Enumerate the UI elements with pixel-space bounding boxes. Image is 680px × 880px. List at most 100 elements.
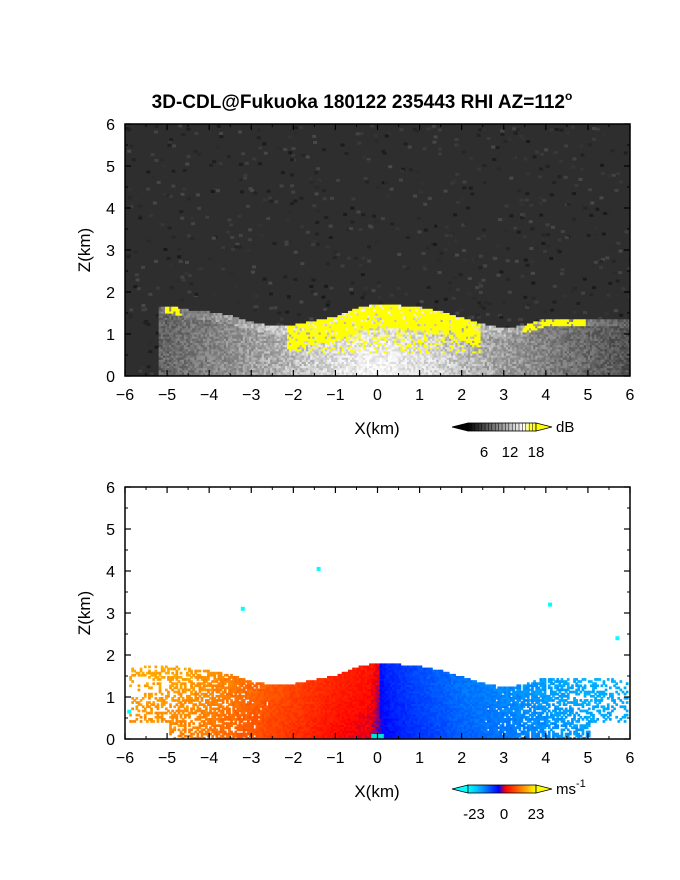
backscatter-cell bbox=[339, 352, 343, 356]
backscatter-cell bbox=[333, 331, 336, 335]
backscatter-cell bbox=[261, 329, 265, 333]
noise-cell bbox=[421, 265, 426, 268]
backscatter-cell bbox=[312, 369, 315, 373]
backscatter-cell bbox=[404, 357, 408, 360]
noise-cell bbox=[565, 200, 570, 204]
backscatter-cell bbox=[160, 371, 164, 375]
backscatter-cell bbox=[242, 373, 246, 376]
backscatter-cell bbox=[316, 357, 320, 360]
backscatter-cell bbox=[388, 373, 391, 376]
backscatter-cell bbox=[209, 367, 212, 371]
backscatter-cell bbox=[396, 340, 400, 343]
backscatter-cell bbox=[415, 319, 419, 322]
backscatter-cell bbox=[360, 348, 364, 352]
backscatter-cell bbox=[442, 369, 446, 373]
backscatter-cell bbox=[259, 329, 263, 333]
backscatter-cell bbox=[190, 355, 193, 358]
backscatter-cell bbox=[183, 313, 187, 316]
backscatter-cell bbox=[379, 369, 383, 373]
backscatter-cell bbox=[219, 365, 223, 369]
backscatter-cell bbox=[303, 348, 307, 352]
backscatter-cell bbox=[202, 315, 206, 318]
backscatter-cell bbox=[194, 323, 198, 327]
backscatter-cell bbox=[411, 357, 414, 360]
backscatter-cell bbox=[377, 361, 381, 364]
backscatter-cell bbox=[369, 327, 372, 331]
backscatter-cell bbox=[348, 325, 351, 329]
noise-cell bbox=[178, 260, 183, 263]
backscatter-cell bbox=[364, 331, 368, 335]
backscatter-cell bbox=[390, 342, 393, 346]
backscatter-cell bbox=[200, 317, 204, 320]
noise-cell bbox=[512, 127, 517, 131]
backscatter-cell bbox=[295, 346, 299, 350]
backscatter-cell bbox=[356, 336, 360, 339]
backscatter-cell bbox=[388, 352, 391, 356]
backscatter-cell bbox=[215, 336, 219, 339]
backscatter-cell bbox=[316, 336, 320, 339]
noise-cell bbox=[128, 315, 133, 319]
backscatter-cell bbox=[360, 313, 364, 316]
noise-cell bbox=[333, 250, 338, 254]
backscatter-cell bbox=[270, 365, 273, 369]
backscatter-cell bbox=[404, 340, 408, 343]
backscatter-cell bbox=[377, 355, 381, 358]
noise-cell bbox=[427, 189, 432, 193]
backscatter-cell bbox=[175, 331, 179, 335]
backscatter-cell bbox=[339, 361, 343, 364]
backscatter-cell bbox=[284, 355, 288, 358]
backscatter-cell bbox=[236, 329, 240, 333]
backscatter-cell bbox=[167, 355, 170, 358]
noise-cell bbox=[128, 313, 133, 317]
backscatter-cell bbox=[434, 323, 437, 327]
backscatter-cell bbox=[373, 319, 376, 322]
backscatter-cell bbox=[348, 359, 351, 362]
backscatter-cell bbox=[423, 348, 427, 352]
backscatter-cell bbox=[322, 331, 326, 335]
backscatter-cell bbox=[175, 350, 179, 354]
backscatter-cell bbox=[358, 359, 362, 362]
backscatter-cell bbox=[377, 323, 381, 327]
backscatter-cell bbox=[377, 313, 381, 316]
backscatter-cell bbox=[312, 334, 315, 337]
backscatter-cell bbox=[244, 361, 248, 364]
backscatter-cell bbox=[373, 350, 376, 354]
backscatter-cell bbox=[419, 323, 423, 327]
backscatter-cell bbox=[379, 371, 383, 375]
backscatter-cell bbox=[438, 359, 442, 362]
backscatter-cell bbox=[297, 355, 301, 358]
backscatter-cell bbox=[312, 331, 315, 335]
backscatter-cell bbox=[329, 373, 332, 376]
backscatter-cell bbox=[255, 355, 259, 358]
backscatter-cell bbox=[425, 359, 429, 362]
backscatter-cell bbox=[228, 355, 231, 358]
backscatter-cell bbox=[402, 369, 406, 373]
backscatter-cell bbox=[183, 319, 187, 322]
backscatter-cell bbox=[238, 369, 242, 373]
backscatter-cell bbox=[173, 348, 177, 352]
backscatter-cell bbox=[306, 352, 309, 356]
backscatter-cell bbox=[381, 352, 385, 356]
backscatter-cell bbox=[259, 340, 263, 343]
backscatter-cell bbox=[198, 361, 202, 364]
backscatter-cell bbox=[413, 357, 416, 360]
noise-cell bbox=[415, 169, 420, 173]
backscatter-cell bbox=[249, 346, 252, 350]
backscatter-cell bbox=[428, 344, 431, 348]
backscatter-cell bbox=[175, 371, 179, 375]
backscatter-cell bbox=[162, 371, 166, 375]
backscatter-cell bbox=[404, 355, 408, 358]
backscatter-cell bbox=[272, 340, 275, 343]
backscatter-cell bbox=[228, 373, 231, 376]
backscatter-cell bbox=[158, 340, 162, 343]
backscatter-cell bbox=[432, 334, 435, 337]
noise-cell bbox=[230, 236, 235, 239]
backscatter-cell bbox=[284, 338, 288, 341]
backscatter-cell bbox=[318, 319, 322, 322]
backscatter-cell bbox=[413, 340, 416, 343]
backscatter-cell bbox=[407, 319, 410, 322]
backscatter-cell bbox=[282, 355, 286, 358]
backscatter-cell bbox=[177, 340, 181, 343]
backscatter-cell bbox=[181, 367, 185, 371]
backscatter-cell bbox=[306, 355, 309, 358]
